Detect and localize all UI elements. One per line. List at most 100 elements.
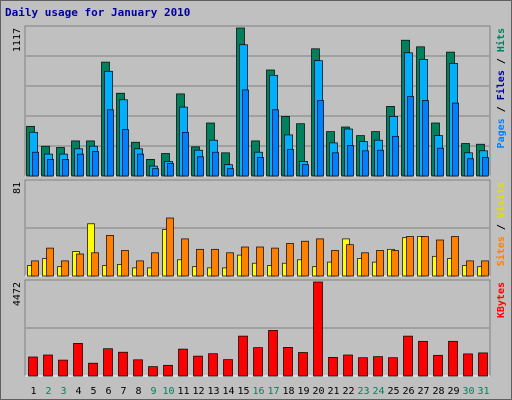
day-label: 14 bbox=[222, 386, 234, 397]
kbytes-bar-kbytes bbox=[73, 343, 83, 377]
day-label: 15 bbox=[237, 386, 249, 397]
legend-part: KBytes bbox=[496, 282, 507, 318]
day-label: 25 bbox=[387, 386, 399, 397]
hits-files-pages-bar-pages bbox=[137, 153, 144, 177]
hits-files-pages-bar-pages bbox=[92, 151, 99, 177]
kbytes-bar-kbytes bbox=[448, 340, 458, 377]
visits-sites-bar-sites bbox=[271, 247, 279, 277]
chart-title: Daily usage for January 2010 bbox=[5, 6, 191, 19]
kbytes-bar-kbytes bbox=[268, 330, 278, 377]
visits-sites-bar-sites bbox=[46, 247, 54, 277]
kbytes-bar-kbytes bbox=[418, 340, 428, 377]
day-label: 5 bbox=[90, 386, 96, 397]
hits-files-pages-bar-pages bbox=[317, 100, 324, 177]
visits-sites-bar-sites bbox=[481, 260, 489, 277]
visits-sites-bar-sites bbox=[241, 246, 249, 277]
hits-files-pages-bar-pages bbox=[122, 129, 129, 177]
visits-sites-bar-sites bbox=[436, 239, 444, 277]
day-label: 17 bbox=[267, 386, 279, 397]
kbytes-bar-kbytes bbox=[298, 352, 308, 377]
hits-files-pages-bar-pages bbox=[392, 135, 399, 177]
kbytes-bar-kbytes bbox=[433, 354, 443, 377]
visits-sites-bar-sites bbox=[166, 217, 174, 277]
day-label: 10 bbox=[162, 386, 174, 397]
day-label: 11 bbox=[177, 386, 189, 397]
hits-files-pages-bar-pages bbox=[347, 145, 354, 177]
hits-files-pages-bar-pages bbox=[227, 168, 234, 177]
visits-sites-bar-sites bbox=[286, 243, 294, 277]
day-label: 22 bbox=[342, 386, 354, 397]
kbytes-bar-kbytes bbox=[88, 362, 98, 377]
visits-sites-bar-sites bbox=[151, 252, 159, 277]
visits-sites-bar-sites bbox=[466, 260, 474, 277]
hits-files-pages-panel: 1117 Pages / Files / Hits bbox=[12, 25, 507, 177]
visits-sites-bar-sites bbox=[451, 236, 459, 277]
day-label: 27 bbox=[417, 386, 429, 397]
kbytes-bar-kbytes bbox=[148, 366, 158, 377]
kbytes-bar-kbytes bbox=[313, 281, 323, 377]
hits-files-pages-bar-pages bbox=[212, 151, 219, 177]
hits-files-pages-bar-pages bbox=[452, 102, 459, 177]
visits-sites-bar-sites bbox=[76, 253, 84, 277]
day-label: 18 bbox=[282, 386, 294, 397]
kbytes-bar-kbytes bbox=[478, 352, 488, 377]
kbytes-bar-kbytes bbox=[163, 364, 173, 377]
kbytes-bar-kbytes bbox=[223, 359, 233, 377]
day-label: 8 bbox=[135, 386, 141, 397]
day-label: 1 bbox=[30, 386, 36, 397]
hits-files-pages-bar-pages bbox=[257, 157, 264, 177]
visits-sites-bar-sites bbox=[316, 238, 324, 277]
hits-files-pages-bar-pages bbox=[152, 168, 159, 177]
visits-sites-bar-visits bbox=[87, 223, 95, 277]
day-label: 2 bbox=[45, 386, 51, 397]
day-label: 16 bbox=[252, 386, 264, 397]
visits-sites-max-label: 81 bbox=[12, 182, 23, 194]
kbytes-bar-kbytes bbox=[238, 335, 248, 377]
legend-part: / bbox=[496, 218, 507, 236]
hits-files-pages-bar-pages bbox=[422, 100, 429, 177]
day-label: 13 bbox=[207, 386, 219, 397]
hits-files-pages-bar-pages bbox=[437, 147, 444, 177]
visits-sites-bar-sites bbox=[136, 260, 144, 277]
kbytes-bar-kbytes bbox=[253, 347, 263, 377]
hits-files-pages-bar-pages bbox=[302, 164, 309, 177]
kbytes-bar-kbytes bbox=[103, 348, 113, 377]
visits-sites-bar-sites bbox=[346, 244, 354, 277]
kbytes-bar-kbytes bbox=[178, 348, 188, 377]
visits-sites-bar-sites bbox=[301, 240, 309, 277]
kbytes-bar-kbytes bbox=[283, 347, 293, 377]
hits-files-pages-bar-pages bbox=[197, 156, 204, 177]
hits-files-pages-bar-pages bbox=[32, 151, 39, 177]
visits-sites-bar-sites bbox=[31, 260, 39, 277]
legend-part: Files bbox=[495, 70, 507, 100]
hits-files-pages-legend: Pages / Files / Hits bbox=[495, 28, 507, 148]
day-label: 21 bbox=[327, 386, 339, 397]
day-label: 31 bbox=[477, 386, 489, 397]
day-label: 3 bbox=[60, 386, 66, 397]
day-label: 7 bbox=[120, 386, 126, 397]
kbytes-bar-kbytes bbox=[193, 355, 203, 377]
kbytes-bar-kbytes bbox=[133, 359, 143, 377]
visits-sites-bar-sites bbox=[91, 252, 99, 277]
legend-part: Hits bbox=[495, 28, 507, 52]
visits-sites-legend: Sites / Visits bbox=[495, 182, 507, 266]
visits-sites-bar-sites bbox=[211, 248, 219, 277]
hits-files-pages-bar-pages bbox=[287, 149, 294, 177]
hits-files-pages-bar-pages bbox=[47, 159, 54, 177]
kbytes-bar-kbytes bbox=[58, 359, 68, 377]
day-label: 30 bbox=[462, 386, 474, 397]
day-label: 4 bbox=[75, 386, 81, 397]
hits-files-pages-bar-pages bbox=[77, 153, 84, 177]
visits-sites-bar-sites bbox=[61, 260, 69, 277]
kbytes-bar-kbytes bbox=[403, 335, 413, 377]
legend-part: Pages bbox=[496, 118, 507, 148]
visits-sites-bar-sites bbox=[421, 236, 429, 277]
day-label: 9 bbox=[150, 386, 156, 397]
kbytes-max-label: 4472 bbox=[12, 282, 23, 306]
visits-sites-bar-sites bbox=[331, 250, 339, 277]
visits-sites-bar-sites bbox=[106, 235, 114, 277]
hits-files-pages-bar-pages bbox=[182, 131, 189, 177]
kbytes-bar-kbytes bbox=[388, 357, 398, 377]
kbytes-bar-kbytes bbox=[118, 351, 128, 377]
